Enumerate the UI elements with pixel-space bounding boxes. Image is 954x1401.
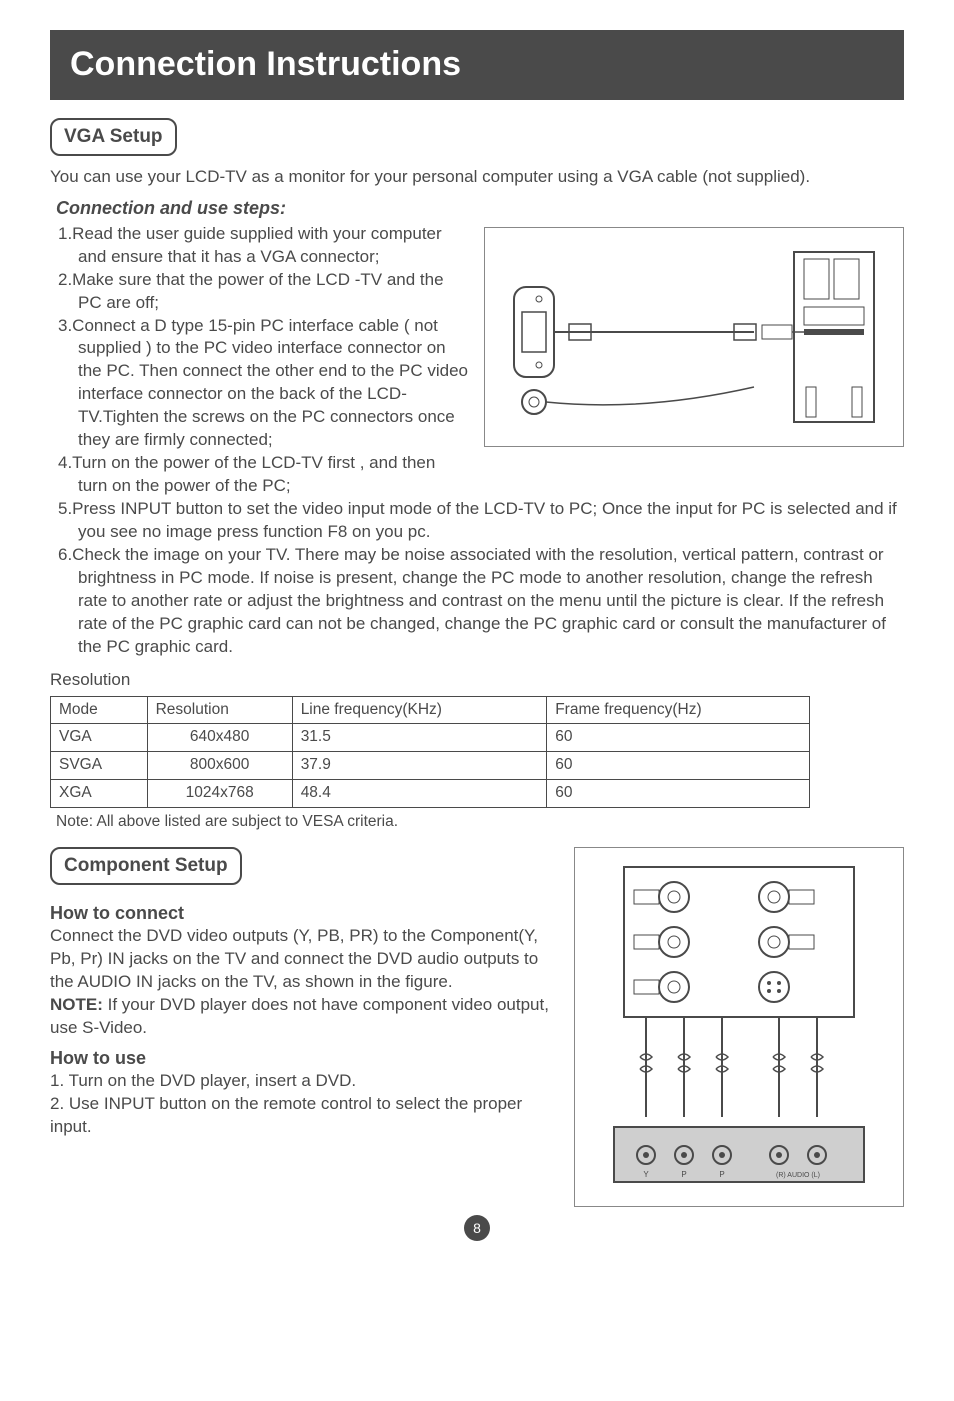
how-to-use-1: 1. Turn on the DVD player, insert a DVD. (50, 1070, 554, 1093)
cell-mode: VGA (51, 724, 148, 752)
cell-line: 31.5 (292, 724, 547, 752)
resolution-table: Mode Resolution Line frequency(KHz) Fram… (50, 696, 810, 809)
resolution-label: Resolution (50, 669, 904, 692)
step-item: 4.Turn on the power of the LCD-TV first … (58, 452, 468, 498)
cell-res: 1024x768 (147, 780, 292, 808)
vga-diagram (484, 227, 904, 447)
page-number: 8 (464, 1215, 490, 1241)
step-item: 1.Read the user guide supplied with your… (58, 223, 468, 269)
vga-setup-label: VGA Setup (50, 118, 177, 156)
table-row: VGA 640x480 31.5 60 (51, 724, 810, 752)
cell-mode: SVGA (51, 752, 148, 780)
svg-text:Y: Y (643, 1170, 649, 1179)
component-diagram: Y P P (R) AUDIO (L) (574, 847, 904, 1207)
vga-steps-5-6: 5.Press INPUT button to set the video in… (50, 498, 904, 659)
cell-frame: 60 (547, 724, 810, 752)
vga-diagram-svg (494, 237, 894, 437)
th-res: Resolution (147, 696, 292, 724)
cell-line: 48.4 (292, 780, 547, 808)
step-item: 5.Press INPUT button to set the video in… (58, 498, 904, 544)
table-row: SVGA 800x600 37.9 60 (51, 752, 810, 780)
step-item: 6.Check the image on your TV. There may … (58, 544, 904, 659)
cell-mode: XGA (51, 780, 148, 808)
how-to-use-2: 2. Use INPUT button on the remote contro… (50, 1093, 554, 1139)
connection-steps-heading: Connection and use steps: (56, 196, 904, 220)
component-note: NOTE: If your DVD player does not have c… (50, 994, 554, 1040)
how-to-connect-heading: How to connect (50, 901, 554, 925)
table-header-row: Mode Resolution Line frequency(KHz) Fram… (51, 696, 810, 724)
step-item: 3.Connect a D type 15-pin PC interface c… (58, 315, 468, 453)
page-title-bar: Connection Instructions (50, 30, 904, 100)
vga-steps-1-4: 1.Read the user guide supplied with your… (50, 223, 468, 498)
how-to-use-heading: How to use (50, 1046, 554, 1070)
svg-text:P: P (681, 1170, 686, 1179)
th-mode: Mode (51, 696, 148, 724)
component-section: Component Setup How to connect Connect t… (50, 847, 904, 1207)
cell-res: 800x600 (147, 752, 292, 780)
vga-steps-wrap: 1.Read the user guide supplied with your… (50, 223, 904, 498)
vga-intro: You can use your LCD-TV as a monitor for… (50, 166, 904, 189)
component-setup-label: Component Setup (50, 847, 242, 885)
cell-line: 37.9 (292, 752, 547, 780)
step-item: 2.Make sure that the power of the LCD -T… (58, 269, 468, 315)
cell-res: 640x480 (147, 724, 292, 752)
svg-text:P: P (719, 1170, 724, 1179)
cell-frame: 60 (547, 752, 810, 780)
th-line: Line frequency(KHz) (292, 696, 547, 724)
component-text-col: Component Setup How to connect Connect t… (50, 847, 554, 1139)
note-label: NOTE: (50, 995, 103, 1014)
vesa-note: Note: All above listed are subject to VE… (50, 812, 904, 833)
table-row: XGA 1024x768 48.4 60 (51, 780, 810, 808)
th-frame: Frame frequency(Hz) (547, 696, 810, 724)
note-body: If your DVD player does not have compone… (50, 995, 549, 1037)
how-to-connect-body: Connect the DVD video outputs (Y, PB, PR… (50, 925, 554, 994)
component-diagram-svg: Y P P (R) AUDIO (L) (584, 857, 894, 1197)
cell-frame: 60 (547, 780, 810, 808)
svg-text:(R) AUDIO (L): (R) AUDIO (L) (776, 1172, 820, 1179)
